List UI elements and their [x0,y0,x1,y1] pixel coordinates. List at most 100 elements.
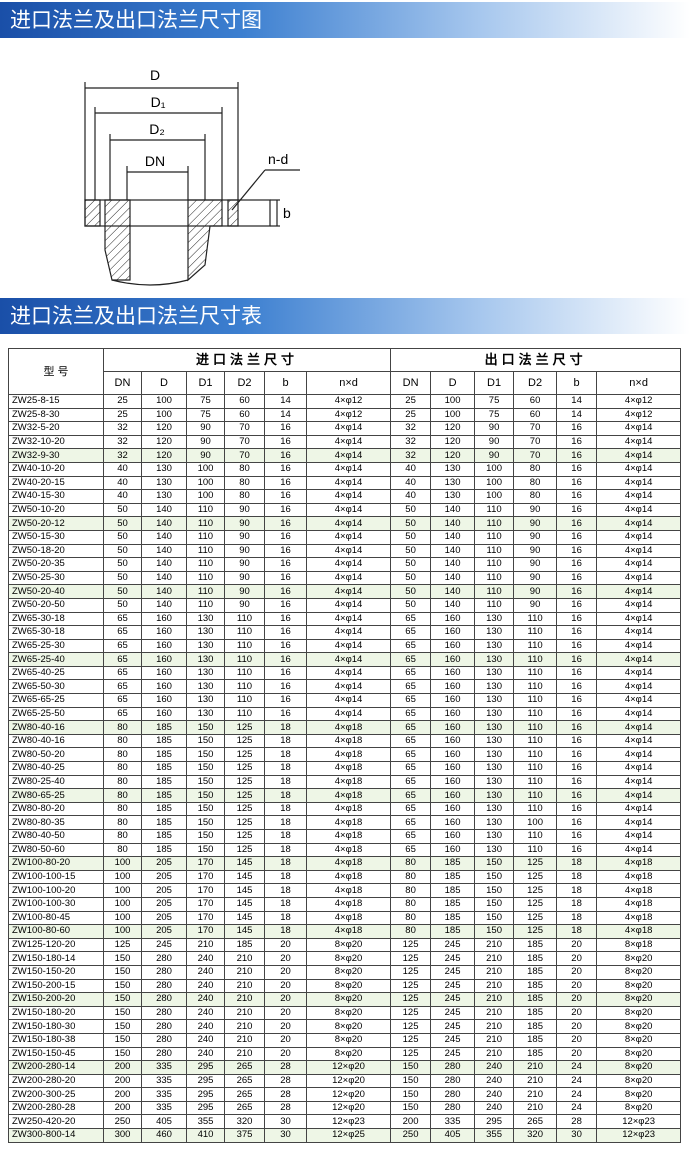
header-cell: b [556,371,598,395]
table-cell: 65 [390,638,432,654]
table-cell: 25 [103,407,142,423]
table-cell: 18 [264,788,307,803]
table-cell: 16 [264,448,307,463]
table-cell: 4×φ14 [305,665,392,681]
table-cell: 16 [556,516,598,531]
header-cell: DN [103,371,142,395]
table-cell: 185 [513,978,558,994]
table-cell: 160 [430,693,476,708]
table-cell: 8×φ20 [596,1019,682,1034]
table-cell: 110 [474,543,515,559]
table-cell: 130 [474,693,515,708]
dimension-table: 型 号进口法兰尺寸 出口法兰尺寸 DN D D1 D2 b n×d DN D D1 D2 b n×d ZW2… [8,348,682,1143]
table-cell: 110 [474,570,515,586]
table-cell: 205 [141,856,187,871]
table-row: ZW150-200-20 150 280 240 210 20 8×φ20 125 245 210… [8,992,682,1007]
table-cell: 16 [264,475,307,491]
table-cell: 185 [430,896,476,912]
table-cell: 80 [390,896,432,912]
table-cell: 100 [103,924,142,939]
table-row: ZW80-65-25 80 185 150 125 18 4×φ18 65 160 130 110 1… [8,788,682,803]
table-cell: 150 [103,964,142,980]
table-cell: 130 [474,638,515,654]
table-cell: 8×φ20 [596,992,682,1007]
table-cell: ZW80-65-25 [8,788,104,803]
table-cell: 65 [390,652,432,667]
table-cell: 110 [513,842,558,858]
table-cell: 16 [556,693,598,708]
table-cell: 265 [224,1073,265,1089]
table-cell: 210 [474,964,515,980]
header-cell: D [141,371,187,395]
table-cell: 28 [264,1100,307,1116]
table-row: ZW65-65-25 65 160 130 110 16 4×φ14 65 160 130 110 1… [8,693,682,708]
table-cell: 120 [141,434,187,450]
table-cell: 16 [556,774,598,790]
table-cell: 245 [430,1019,476,1034]
table-cell: 210 [474,1019,515,1034]
table-cell: 4×φ14 [305,584,392,599]
table-cell: 16 [556,557,598,572]
table-cell: 50 [103,502,142,518]
table-cell: ZW65-50-30 [8,679,104,695]
table-cell: 130 [474,801,515,817]
table-cell: 4×φ14 [596,652,682,667]
table-cell: 240 [186,964,225,980]
table-cell: 14 [556,407,598,423]
table-cell: 25 [390,407,432,423]
table-cell: ZW50-20-40 [8,584,104,599]
table-cell: 90 [513,502,558,518]
table-cell: 145 [224,856,265,871]
table-cell: 90 [224,529,265,545]
table-cell: 110 [513,693,558,708]
table-cell: ZW50-25-30 [8,570,104,586]
table-cell: 100 [474,489,515,504]
table-cell: 4×φ14 [596,829,682,844]
table-cell: 4×φ14 [596,421,682,436]
table-cell: 240 [186,1005,225,1021]
table-cell: 90 [186,448,225,463]
table-cell: 100 [430,394,476,409]
table-cell: 30 [556,1128,598,1143]
table-cell: 245 [430,992,476,1007]
table-cell: 4×φ14 [305,570,392,586]
table-cell: 4×φ14 [596,720,682,735]
table-cell: 125 [224,829,265,844]
table-cell: 125 [224,842,265,858]
table-cell: ZW150-180-38 [8,1032,104,1048]
table-cell: 205 [141,869,187,885]
table-cell: ZW100-100-30 [8,896,104,912]
dim-label: D [150,67,160,83]
table-cell: 16 [556,829,598,844]
table-row: ZW50-20-35 50 140 110 90 16 4×φ14 50 140 110 90 16 4… [8,557,682,572]
table-cell: 16 [556,475,598,491]
table-cell: 4×φ14 [305,652,392,667]
table-cell: 18 [556,910,598,926]
header-cell: DN [390,371,432,395]
table-cell: 4×φ14 [596,489,682,504]
table-row: ZW150-150-20 150 280 240 210 20 8×φ20 125 245 210… [8,964,682,980]
table-cell: 110 [513,638,558,654]
table-cell: 110 [474,516,515,531]
table-cell: 18 [556,883,598,898]
table-cell: 12×φ20 [305,1087,392,1102]
table-cell: 375 [224,1128,265,1143]
table-cell: 170 [186,883,225,898]
table-cell: 80 [103,829,142,844]
table-cell: 4×φ18 [305,747,392,763]
table-cell: 32 [390,434,432,450]
table-cell: 16 [556,638,598,654]
table-cell: ZW32-10-20 [8,434,104,450]
table-cell: 16 [556,652,598,667]
table-cell: 65 [103,693,142,708]
table-cell: ZW65-40-25 [8,665,104,681]
table-cell: 4×φ14 [596,516,682,531]
table-cell: 4×φ14 [596,706,682,722]
table-row: ZW200-280-14 200 335 295 265 28 12×φ20 150 280 24… [8,1060,682,1075]
table-cell: 20 [264,937,307,953]
table-cell: 4×φ18 [305,896,392,912]
table-cell: 210 [224,978,265,994]
table-cell: 130 [474,815,515,830]
table-cell: ZW80-40-50 [8,829,104,844]
